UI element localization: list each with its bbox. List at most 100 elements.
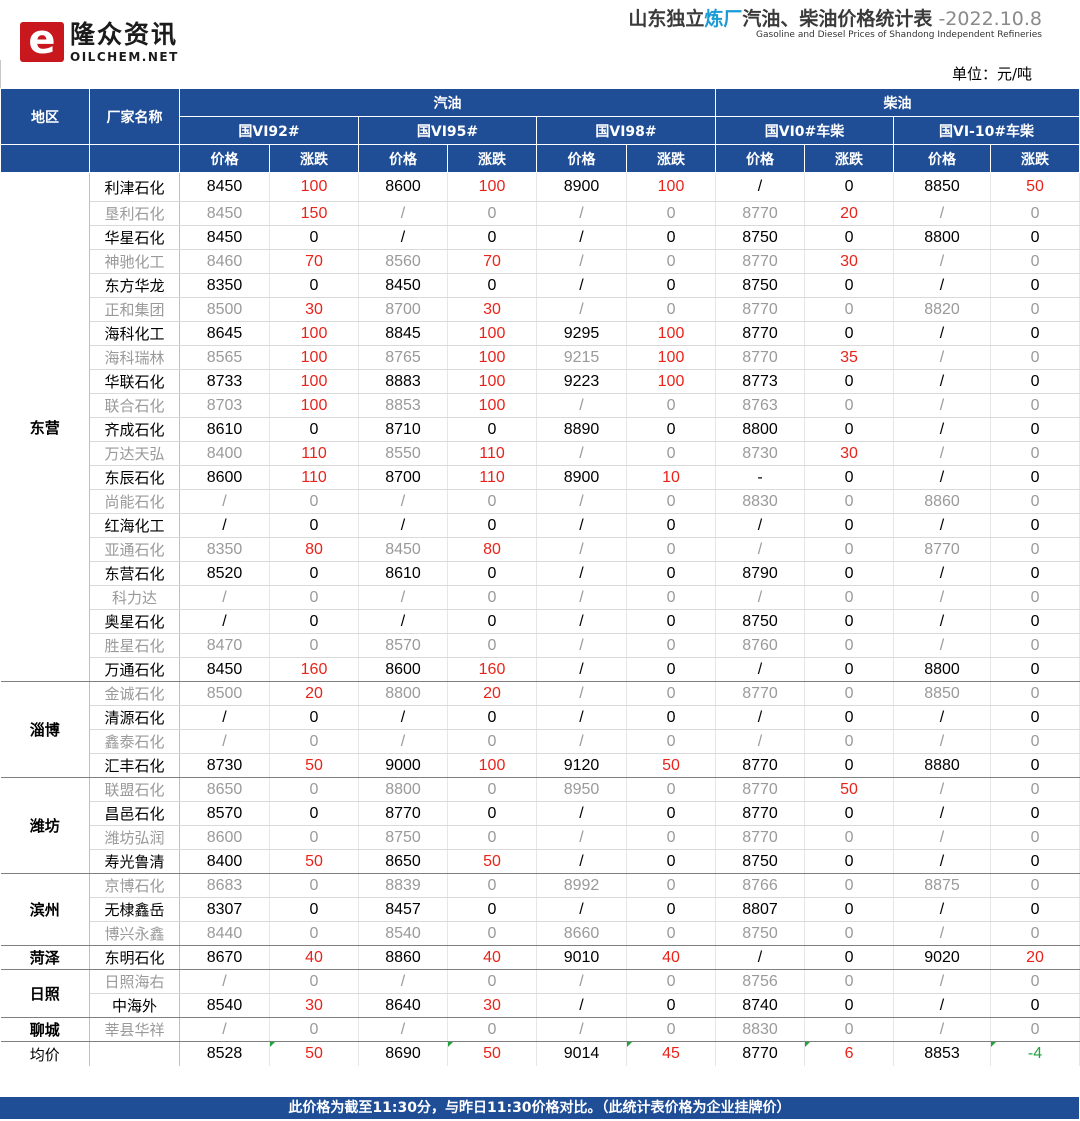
change-cell: 0 bbox=[447, 801, 537, 826]
change-cell: 0 bbox=[804, 873, 895, 898]
price-cell: 8350 bbox=[179, 273, 270, 298]
price-cell: 8650 bbox=[179, 777, 270, 802]
change-cell: 50 bbox=[269, 849, 359, 874]
change-cell: 0 bbox=[269, 705, 359, 730]
region-cell: 滨州 bbox=[0, 873, 90, 946]
price-cell: / bbox=[358, 513, 448, 538]
company-name: 联合石化 bbox=[89, 393, 180, 418]
price-cell: 8565 bbox=[179, 345, 270, 370]
change-cell: 20 bbox=[447, 681, 537, 706]
change-cell: 0 bbox=[626, 969, 717, 994]
table-row: 昌邑石化 8570 0 8770 0/0 8770 0/0 bbox=[1, 801, 1080, 826]
header-product: 国VI92# bbox=[179, 116, 359, 145]
change-cell: 0 bbox=[447, 825, 537, 850]
price-cell: 8766 bbox=[715, 873, 806, 898]
table-row: 华星石化 8450 0/0/0 8750 0 8800 0 bbox=[1, 225, 1080, 250]
change-cell: 0 bbox=[626, 849, 717, 874]
price-cell: 8683 bbox=[179, 873, 270, 898]
price-cell: / bbox=[893, 849, 992, 874]
price-cell: 8820 bbox=[893, 297, 992, 322]
change-cell: 0 bbox=[447, 921, 537, 946]
change-cell: 0 bbox=[990, 609, 1080, 634]
company-name: 东方华龙 bbox=[89, 273, 180, 298]
table-row: 汇丰石化 8730 50 9000 100 9120 50 8770 0 8880 0 bbox=[1, 753, 1080, 778]
change-cell: 0 bbox=[804, 321, 895, 346]
price-cell: / bbox=[358, 1017, 448, 1042]
change-cell: 0 bbox=[990, 753, 1080, 778]
table-row: 联合石化 8703 100 8853 100/0 8763 0/0 bbox=[1, 393, 1080, 418]
change-cell: 0 bbox=[626, 681, 717, 706]
price-cell: / bbox=[536, 849, 627, 874]
price-cell: / bbox=[893, 465, 992, 490]
price-cell: / bbox=[893, 249, 992, 274]
price-cell: / bbox=[893, 633, 992, 658]
change-cell: 0 bbox=[447, 1017, 537, 1042]
price-cell: / bbox=[536, 249, 627, 274]
price-cell: / bbox=[536, 489, 627, 514]
change-cell: 0 bbox=[626, 921, 717, 946]
change-cell: 0 bbox=[804, 417, 895, 442]
title-prefix: 山东独立 bbox=[628, 8, 705, 30]
price-cell: 9215 bbox=[536, 345, 627, 370]
change-cell: 0 bbox=[990, 897, 1080, 922]
price-cell: / bbox=[893, 585, 992, 610]
change-cell: 0 bbox=[990, 993, 1080, 1018]
price-cell: / bbox=[536, 705, 627, 730]
price-cell: 8660 bbox=[536, 921, 627, 946]
price-cell: 8600 bbox=[358, 657, 448, 682]
change-cell: 0 bbox=[626, 489, 717, 514]
price-cell: 8770 bbox=[715, 753, 806, 778]
price-cell: 8670 bbox=[179, 945, 270, 970]
company-name: 正和集团 bbox=[89, 297, 180, 322]
change-cell: 30 bbox=[269, 297, 359, 322]
price-cell: / bbox=[179, 729, 270, 754]
table-row: 神驰化工 8460 70 8560 70/0 8770 30/0 bbox=[1, 249, 1080, 274]
price-cell: / bbox=[893, 417, 992, 442]
price-cell: / bbox=[179, 585, 270, 610]
average-change-cell: 50 bbox=[447, 1041, 537, 1066]
change-cell: 0 bbox=[447, 417, 537, 442]
change-cell: 0 bbox=[626, 417, 717, 442]
price-cell: / bbox=[536, 993, 627, 1018]
change-cell: 0 bbox=[626, 249, 717, 274]
price-cell: 8307 bbox=[179, 897, 270, 922]
table-row: 万达天弘 8400 110 8550 110/0 8730 30/0 bbox=[1, 441, 1080, 466]
change-cell: 50 bbox=[804, 777, 895, 802]
price-cell: 8800 bbox=[893, 225, 992, 250]
price-cell: 8900 bbox=[536, 465, 627, 490]
price-cell: / bbox=[536, 393, 627, 418]
price-cell: / bbox=[358, 201, 448, 226]
price-cell: 8350 bbox=[179, 537, 270, 562]
change-cell: 0 bbox=[990, 561, 1080, 586]
price-cell: 8770 bbox=[715, 297, 806, 322]
change-cell: 0 bbox=[990, 585, 1080, 610]
price-cell: 8730 bbox=[715, 441, 806, 466]
price-cell: 8756 bbox=[715, 969, 806, 994]
change-cell: 0 bbox=[804, 585, 895, 610]
price-cell: 8900 bbox=[536, 172, 627, 202]
table-row: 博兴永鑫 8440 0 8540 0 8660 0 8750 0/0 bbox=[1, 921, 1080, 946]
change-cell: 0 bbox=[804, 945, 895, 970]
price-cell: 8770 bbox=[715, 201, 806, 226]
price-cell: 8770 bbox=[893, 537, 992, 562]
price-cell: / bbox=[536, 297, 627, 322]
table-row: 中海外 8540 30 8640 30/0 8740 0/0 bbox=[1, 993, 1080, 1018]
change-cell: 0 bbox=[990, 345, 1080, 370]
price-cell: / bbox=[893, 513, 992, 538]
change-cell: 0 bbox=[626, 825, 717, 850]
change-cell: 100 bbox=[447, 321, 537, 346]
page-subtitle: Gasoline and Diesel Prices of Shandong I… bbox=[756, 30, 1042, 40]
change-cell: 0 bbox=[990, 321, 1080, 346]
change-cell: 0 bbox=[990, 369, 1080, 394]
change-cell: 0 bbox=[269, 585, 359, 610]
price-cell: / bbox=[893, 705, 992, 730]
change-cell: 0 bbox=[626, 537, 717, 562]
divider bbox=[0, 60, 1, 88]
price-cell: / bbox=[536, 273, 627, 298]
price-cell: 8992 bbox=[536, 873, 627, 898]
average-price-cell: 8690 bbox=[358, 1041, 448, 1066]
price-cell: 8450 bbox=[179, 172, 270, 202]
header-price: 价格 bbox=[715, 144, 806, 173]
title-highlight: 炼厂 bbox=[704, 8, 743, 30]
price-cell: 9000 bbox=[358, 753, 448, 778]
